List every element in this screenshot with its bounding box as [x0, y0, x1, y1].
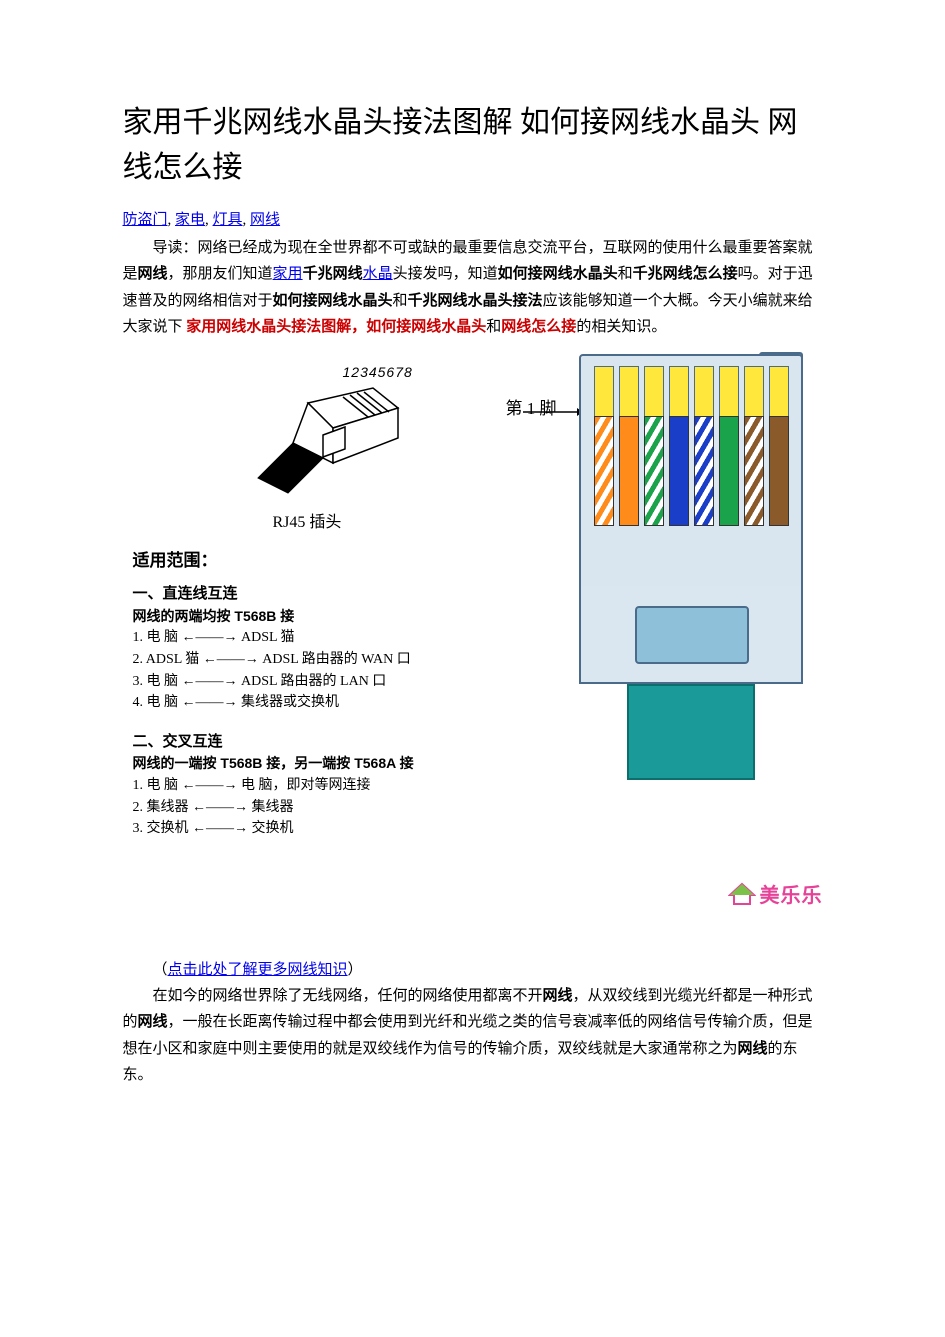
connector-window [635, 606, 749, 664]
pin-wire [619, 416, 639, 526]
connector-pin [693, 366, 713, 526]
usage-scope: 适用范围： 一、直连线互连 网线的两端均按 T568B 接 1. 电 脑 ←——… [133, 548, 503, 840]
plug-pin-numbers: 12345678 [343, 364, 413, 380]
pin-contact [769, 366, 789, 418]
house-icon [728, 882, 756, 906]
document-page: 家用千兆网线水晶头接法图解 如何接网线水晶头 网线怎么接 防盗门, 家电, 灯具… [123, 100, 823, 1088]
intro-text: 和 [618, 266, 633, 282]
pin-contact [644, 366, 664, 418]
tag-link[interactable]: 网线 [250, 212, 280, 228]
connector-pin [743, 366, 763, 526]
intro-red: 网线怎么接 [501, 319, 576, 335]
pin-wire [644, 416, 664, 526]
usage-row: 3. 电 脑 ←——→ ADSL 路由器的 LAN 口 [133, 671, 503, 693]
connector-pins [593, 366, 788, 526]
intro-bold: 如何接网线水晶头 [498, 266, 618, 282]
plug-caption: RJ45 插头 [273, 508, 342, 532]
body-paragraph: 在如今的网络世界除了无线网络，任何的网络使用都离不开网线，从双绞线到光缆光纤都是… [123, 983, 823, 1088]
pin-wire [694, 416, 714, 526]
pin-wire [744, 416, 764, 526]
para-text: 在如今的网络世界除了无线网络，任何的网络使用都离不开 [153, 988, 543, 1004]
tag-list: 防盗门, 家电, 灯具, 网线 [123, 208, 823, 229]
rj45-plug-sketch: 12345678 [243, 368, 423, 508]
intro-red: 家用网线水晶头接法图解，如何接网线水晶头 [183, 319, 487, 335]
usage-section2-sub: 网线的一端按 T568B 接，另一端按 T568A 接 [133, 753, 503, 775]
usage-section1-sub: 网线的两端均按 T568B 接 [133, 606, 503, 628]
pin-wire [669, 416, 689, 526]
para-text: ，一般在长距离传输过程中都会使用到光纤和光缆之类的信号衰减率低的网络信号传输介质… [123, 1014, 813, 1056]
intro-text: ，那朋友们知道 [168, 266, 273, 282]
watermark-text: 美乐乐 [760, 879, 823, 908]
para-bold: 网线 [138, 1014, 168, 1030]
connector-pin [643, 366, 663, 526]
intro-lead: 导读： [153, 240, 198, 256]
paren-close: ） [348, 962, 363, 978]
tag-link[interactable]: 家电 [175, 212, 205, 228]
intro-bold: 如何接网线水晶头 [273, 293, 393, 309]
intro-text: 和 [393, 293, 408, 309]
connector-boot [579, 586, 803, 684]
usage-row: 2. 集线器 ←——→ 集线器 [133, 797, 503, 819]
usage-row: 2. ADSL 猫 ←——→ ADSL 路由器的 WAN 口 [133, 649, 503, 671]
paren-open: （ [153, 962, 168, 978]
pin-wire [719, 416, 739, 526]
pin-contact [619, 366, 639, 418]
more-link-para: （点击此处了解更多网线知识） [123, 958, 823, 979]
pin-contact [719, 366, 739, 418]
intro-paragraph: 导读：网络已经成为现在全世界都不可或缺的最重要信息交流平台，互联网的使用什么最重… [123, 235, 823, 340]
connector-pin [618, 366, 638, 526]
intro-bold: 千兆网线怎么接 [633, 266, 738, 282]
para-bold: 网线 [738, 1041, 768, 1057]
connector-pin [668, 366, 688, 526]
connector-cable [627, 684, 755, 780]
tag-sep: , [205, 212, 213, 228]
intro-link[interactable]: 家用 [273, 266, 303, 282]
usage-row: 1. 电 脑 ←——→ ADSL 猫 [133, 627, 503, 649]
diagram: 12345678 RJ45 [123, 368, 823, 908]
usage-row: 1. 电 脑 ←——→ 电 脑，即对等网连接 [133, 775, 503, 797]
intro-text: 的相关知识。 [576, 319, 666, 335]
pin-contact [594, 366, 614, 418]
usage-section1-heading: 一、直连线互连 [133, 582, 503, 605]
tag-link[interactable]: 灯具 [213, 212, 243, 228]
pin-wire [769, 416, 789, 526]
connector-pin [718, 366, 738, 526]
pin-contact [744, 366, 764, 418]
more-link[interactable]: 点击此处了解更多网线知识 [168, 962, 348, 978]
usage-section2-heading: 二、交叉互连 [133, 730, 503, 753]
intro-text: 和 [486, 319, 501, 335]
watermark: 美乐乐 [728, 879, 823, 908]
tag-link[interactable]: 防盗门 [123, 212, 168, 228]
usage-row: 3. 交换机 ←——→ 交换机 [133, 818, 503, 840]
rj45-plug-icon [253, 383, 403, 503]
article-title: 家用千兆网线水晶头接法图解 如何接网线水晶头 网线怎么接 [123, 100, 823, 190]
pin-contact [669, 366, 689, 418]
intro-link[interactable]: 水晶 [363, 266, 393, 282]
usage-row: 4. 电 脑 ←——→ 集线器或交换机 [133, 692, 503, 714]
intro-bold: 千兆网线水晶头接法 [408, 293, 543, 309]
usage-title: 适用范围： [133, 548, 503, 574]
intro-bold: 千兆网线 [303, 266, 363, 282]
pin-contact [694, 366, 714, 418]
para-bold: 网线 [543, 988, 573, 1004]
connector-pin [593, 366, 613, 526]
pin-wire [594, 416, 614, 526]
intro-bold: 网线 [138, 266, 168, 282]
connector-pin [768, 366, 788, 526]
rj45-connector-front [561, 354, 817, 754]
tag-sep: , [243, 212, 251, 228]
intro-text: 头接发吗，知道 [393, 266, 498, 282]
tag-sep: , [168, 212, 176, 228]
connector-body [579, 354, 803, 588]
